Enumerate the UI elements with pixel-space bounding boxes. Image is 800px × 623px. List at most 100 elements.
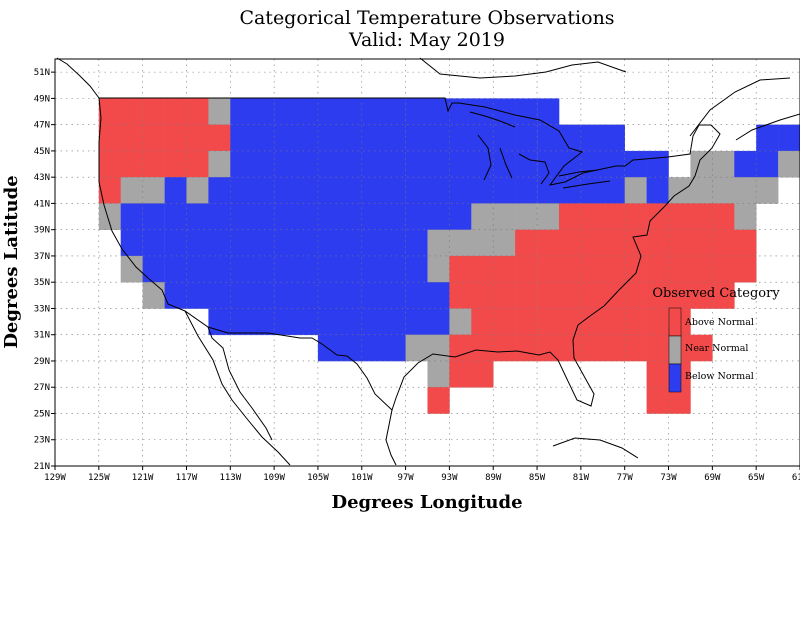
category-cell <box>471 334 494 362</box>
category-cell <box>98 203 121 230</box>
category-cell <box>164 282 187 309</box>
category-cell <box>449 334 472 362</box>
category-cell <box>339 282 363 309</box>
category-cell <box>712 150 735 178</box>
x-tick-label: 77W <box>617 473 634 483</box>
category-cell <box>98 124 121 152</box>
category-cell <box>252 150 275 178</box>
category-cell <box>515 177 538 204</box>
category-cell <box>186 98 209 125</box>
category-cell <box>296 124 319 152</box>
category-cell <box>120 229 143 257</box>
category-cell <box>186 124 209 152</box>
category-cell <box>274 308 297 336</box>
category-cell <box>690 334 713 362</box>
category-cell <box>449 255 472 283</box>
x-tick-label: 109W <box>263 473 285 483</box>
category-cell <box>405 229 428 257</box>
category-cell <box>471 229 494 257</box>
mexico-gulf-coast <box>385 409 397 466</box>
category-cell <box>230 308 253 336</box>
category-cell <box>580 334 604 362</box>
category-cell <box>339 150 363 178</box>
category-cell <box>471 282 494 309</box>
category-cell <box>515 124 538 152</box>
x-tick-label: 81W <box>573 473 590 483</box>
category-cell <box>208 255 231 283</box>
category-cell <box>493 150 516 178</box>
y-tick-label: 35N <box>34 278 50 288</box>
y-tick-label: 51N <box>34 68 50 78</box>
category-cell <box>383 124 406 152</box>
category-cell <box>208 124 231 152</box>
category-cell <box>690 150 713 178</box>
legend-label-below: Below Normal <box>685 371 754 382</box>
category-cell <box>493 308 516 336</box>
category-cell <box>449 203 472 230</box>
y-tick-label: 37N <box>34 252 50 262</box>
category-cell <box>339 177 363 204</box>
category-cell <box>537 255 560 283</box>
category-cell <box>361 308 384 336</box>
category-cell <box>646 361 669 388</box>
category-cell <box>252 124 275 152</box>
category-cell <box>427 361 450 388</box>
category-cell <box>756 124 779 152</box>
x-tick-label: 105W <box>307 473 329 483</box>
category-cell <box>383 203 406 230</box>
category-cell <box>646 255 669 283</box>
category-cell <box>339 98 363 125</box>
x-tick-label: 73W <box>660 473 677 483</box>
category-cell <box>164 124 187 152</box>
map-outline-layer <box>56 57 800 466</box>
category-cell <box>383 255 406 283</box>
legend: Observed Category Above Normal Near Norm… <box>652 286 780 393</box>
category-cell <box>296 308 319 336</box>
category-cell <box>230 177 253 204</box>
hudson-bay-coast <box>419 57 627 79</box>
category-cell <box>296 282 319 309</box>
category-cell <box>427 177 450 204</box>
category-cell <box>427 229 450 257</box>
category-cell <box>120 255 143 283</box>
category-cell <box>164 150 187 178</box>
x-tick-label: 101W <box>351 473 373 483</box>
category-cell <box>296 255 319 283</box>
category-cell <box>559 308 582 336</box>
y-tick-label: 31N <box>34 331 50 341</box>
category-cell <box>208 203 231 230</box>
category-cell <box>690 255 713 283</box>
category-cell <box>186 229 209 257</box>
y-tick-label: 25N <box>34 409 50 419</box>
category-cell <box>734 203 757 230</box>
category-cell <box>580 229 604 257</box>
category-cell <box>602 255 625 283</box>
category-cell <box>361 282 384 309</box>
x-tick-label: 85W <box>529 473 546 483</box>
category-cell <box>471 203 494 230</box>
category-cell <box>427 203 450 230</box>
category-cell <box>624 282 647 309</box>
category-cell <box>317 124 341 152</box>
category-cell <box>624 255 647 283</box>
category-cell <box>690 177 713 204</box>
category-cell <box>734 177 757 204</box>
category-cell <box>405 98 428 125</box>
y-tick-label: 21N <box>34 462 50 472</box>
x-tick-label: 61W <box>792 473 800 483</box>
category-cell <box>537 334 560 362</box>
category-cell <box>493 203 516 230</box>
category-cell <box>252 282 275 309</box>
category-cell <box>120 203 143 230</box>
category-cell <box>646 282 669 309</box>
category-cell <box>120 98 143 125</box>
category-cell <box>515 282 538 309</box>
category-cell <box>208 308 231 336</box>
category-cell <box>493 124 516 152</box>
category-cell <box>515 308 538 336</box>
category-cell <box>252 177 275 204</box>
category-cell <box>186 177 209 204</box>
category-cell <box>405 334 428 362</box>
category-cell <box>712 203 735 230</box>
